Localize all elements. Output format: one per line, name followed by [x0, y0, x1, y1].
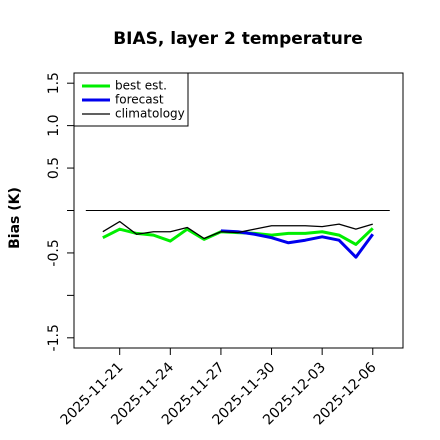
chart-title: BIAS, layer 2 temperature [113, 29, 363, 49]
legend-label: climatology [115, 107, 185, 121]
legend-box [73, 72, 189, 127]
series-line [220, 229, 374, 259]
y-tick-label: -0.5 [46, 239, 62, 266]
y-tick-label: 0.5 [46, 157, 62, 179]
legend-label: best est. [115, 79, 167, 93]
y-axis-label: Bias (K) [7, 187, 23, 249]
legend-label: forecast [115, 93, 164, 107]
series-line [102, 220, 373, 240]
y-tick-label: 1.5 [46, 72, 62, 94]
y-tick-label: 1.0 [46, 114, 62, 136]
y-tick-label: -1.5 [46, 324, 62, 351]
